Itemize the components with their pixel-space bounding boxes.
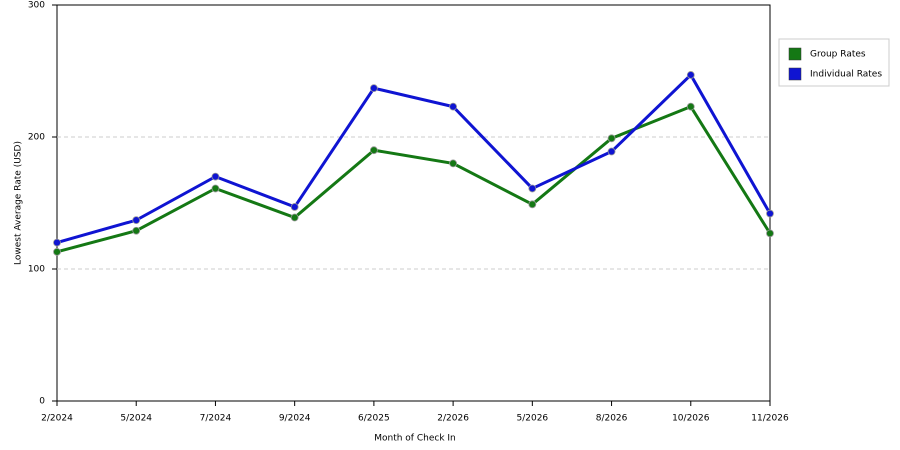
x-tick-label: 6/2025 [358, 414, 390, 424]
plot-area [56, 4, 771, 402]
legend-label: Group Rates [810, 50, 866, 60]
series-line [56, 72, 772, 245]
x-tick-label: 10/2026 [672, 414, 710, 424]
x-tick-label: 8/2026 [596, 414, 628, 424]
point [369, 84, 378, 93]
point [607, 147, 616, 156]
x-tick-label: 2/2024 [41, 414, 73, 424]
point [528, 184, 537, 193]
point [766, 229, 774, 238]
point [53, 247, 61, 256]
x-tick-label: 11/2026 [751, 414, 789, 424]
point [369, 146, 378, 155]
point [290, 213, 299, 222]
point [449, 159, 458, 168]
y-axis-label: Lowest Average Rate (USD) [14, 141, 24, 265]
point [53, 238, 61, 247]
point [290, 203, 299, 211]
y-tick-label: 300 [28, 1, 45, 11]
x-tick-label: 5/2024 [120, 414, 152, 424]
point [132, 226, 141, 235]
point [211, 172, 220, 181]
legend-label: Individual Rates [810, 70, 882, 80]
point [528, 200, 537, 209]
y-tick-label: 100 [28, 265, 45, 275]
y-tick-label: 0 [39, 397, 45, 407]
y-tick-label: 200 [28, 133, 45, 143]
legend-swatch [788, 67, 802, 81]
point [607, 134, 616, 143]
x-tick-label: 9/2024 [279, 414, 311, 424]
x-axis-label: Month of Check In [374, 434, 456, 444]
x-tick-label: 7/2024 [200, 414, 232, 424]
point [132, 216, 141, 225]
point [211, 184, 220, 193]
x-tick-label: 5/2026 [516, 414, 548, 424]
legend-swatch [788, 47, 802, 61]
x-tick-label: 2/2026 [437, 414, 469, 424]
point [449, 102, 458, 111]
point [686, 102, 695, 111]
point [686, 71, 695, 79]
series-line [56, 104, 772, 254]
point [766, 209, 774, 218]
